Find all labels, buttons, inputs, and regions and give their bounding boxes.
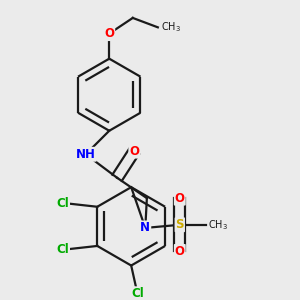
- Text: O: O: [175, 245, 185, 258]
- Text: Cl: Cl: [131, 287, 144, 300]
- Text: Cl: Cl: [56, 243, 69, 256]
- Text: N: N: [140, 221, 150, 234]
- Text: S: S: [176, 218, 184, 231]
- Text: CH$_3$: CH$_3$: [208, 218, 228, 232]
- Text: O: O: [175, 192, 185, 205]
- Text: Cl: Cl: [56, 197, 69, 210]
- Text: O: O: [129, 145, 139, 158]
- Text: CH$_3$: CH$_3$: [161, 20, 181, 34]
- Text: NH: NH: [76, 148, 96, 161]
- Text: O: O: [104, 27, 114, 40]
